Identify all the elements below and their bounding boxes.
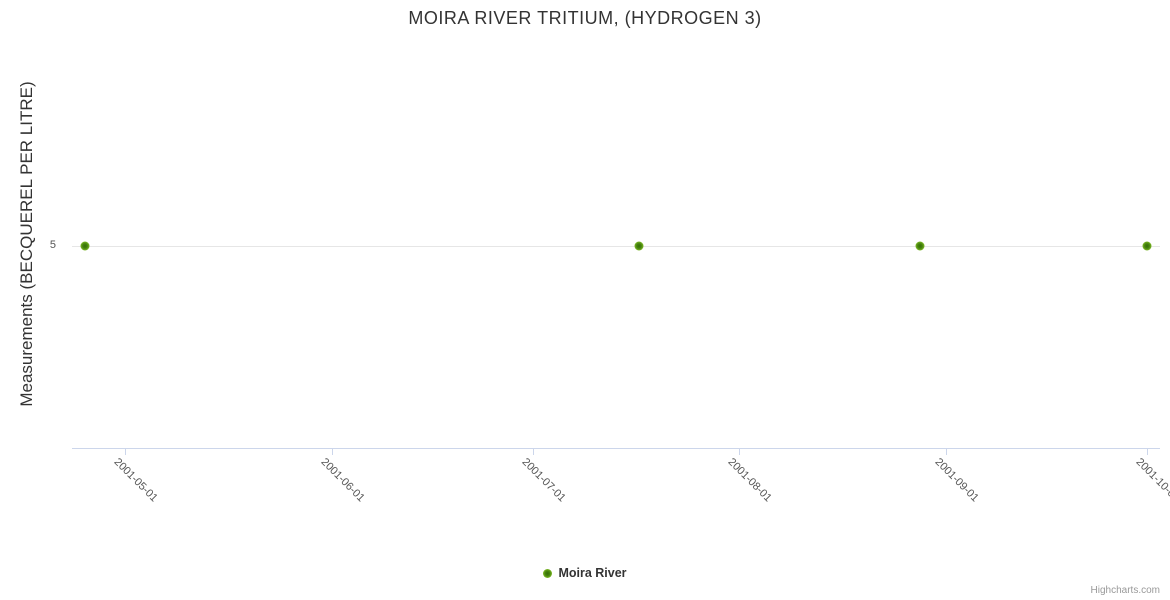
legend-label: Moira River [558,566,627,580]
legend-item-moira-river[interactable]: Moira River [543,566,627,580]
legend-marker-icon [543,568,553,578]
x-axis-tick-mark [532,448,534,455]
x-axis-tick-mark [946,448,948,455]
data-point-marker[interactable] [915,241,925,251]
x-axis-line [72,448,1160,449]
y-axis-tick-label: 5 [49,239,56,251]
data-point-marker[interactable] [634,241,644,251]
data-point-marker[interactable] [80,241,90,251]
x-axis-tick-mark [332,448,334,455]
x-axis-tick-label: 2001-05-01 [111,456,161,505]
credits-link[interactable]: Highcharts.com [1090,585,1160,596]
gridline-y5 [72,246,1160,247]
plot-area [72,44,1160,448]
x-axis-tick-label: 2001-06-01 [318,456,368,505]
x-axis-tick-mark [739,448,741,455]
x-axis-tick-label: 2001-10-01 [1133,456,1170,505]
chart-title: MOIRA RIVER TRITIUM, (HYDROGEN 3) [408,8,762,28]
x-axis-tick-mark [125,448,127,455]
data-point-marker[interactable] [1142,241,1152,251]
x-axis-tick-label: 2001-09-01 [932,456,982,505]
x-axis-tick-label: 2001-07-01 [519,456,568,505]
x-axis-tick-mark [1146,448,1148,455]
x-axis-tick-label: 2001-08-01 [725,456,775,505]
legend: Moira River [0,566,1170,580]
